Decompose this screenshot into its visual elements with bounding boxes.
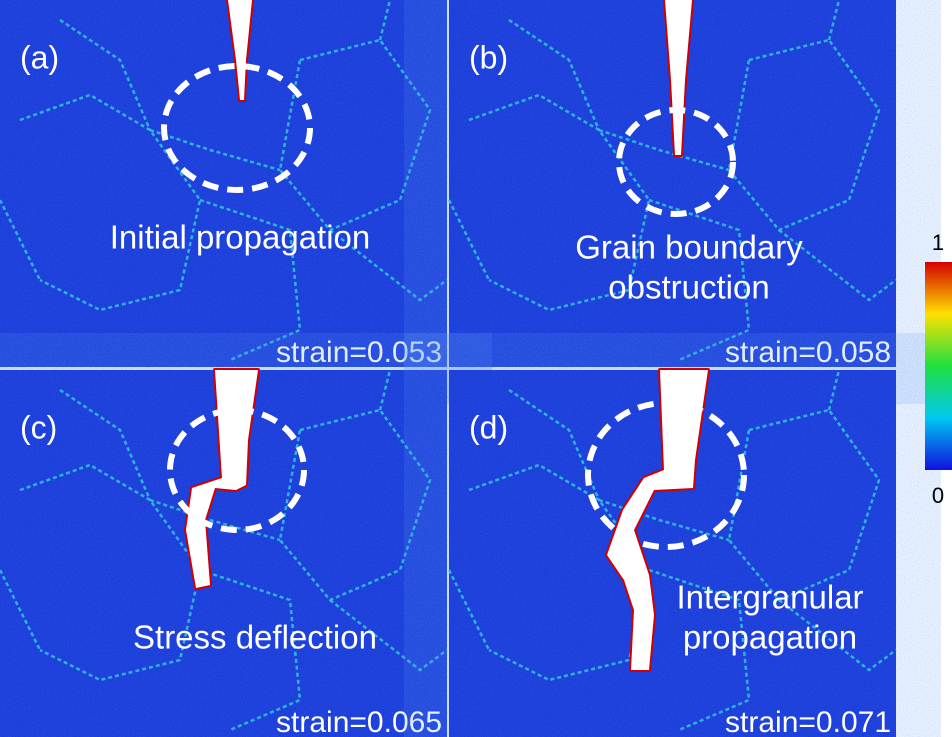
panel-caption: Grain boundary (575, 229, 803, 266)
panels: (a) Initial propagation strain=0.053 (b) Gra… (0, 0, 896, 737)
panel-noise (0, 0, 447, 367)
panel-caption: Stress deflection (133, 619, 377, 656)
panel-caption: obstruction (608, 269, 769, 306)
panel-label: (c) (20, 409, 57, 445)
strain-label: strain=0.058 (725, 336, 891, 369)
colorbar-max: 1 (932, 230, 944, 255)
strain-label: strain=0.053 (276, 336, 442, 369)
panel-caption: Initial propagation (110, 219, 371, 256)
panel: (a) Initial propagation strain=0.053 (0, 0, 447, 369)
panel-caption: propagation (683, 619, 857, 656)
colorbar-min: 0 (932, 483, 944, 508)
panel-label: (a) (20, 39, 59, 75)
panel-label: (b) (469, 39, 508, 75)
colorbar (925, 262, 952, 470)
strain-label: strain=0.071 (725, 706, 891, 737)
figure: (a) Initial propagation strain=0.053 (b) Gra… (0, 0, 952, 737)
strain-label: strain=0.065 (276, 706, 442, 737)
panel-label: (d) (469, 409, 508, 445)
panel-caption: Intergranular (676, 579, 863, 616)
panel: (c) Stress deflection strain=0.065 (0, 370, 447, 737)
